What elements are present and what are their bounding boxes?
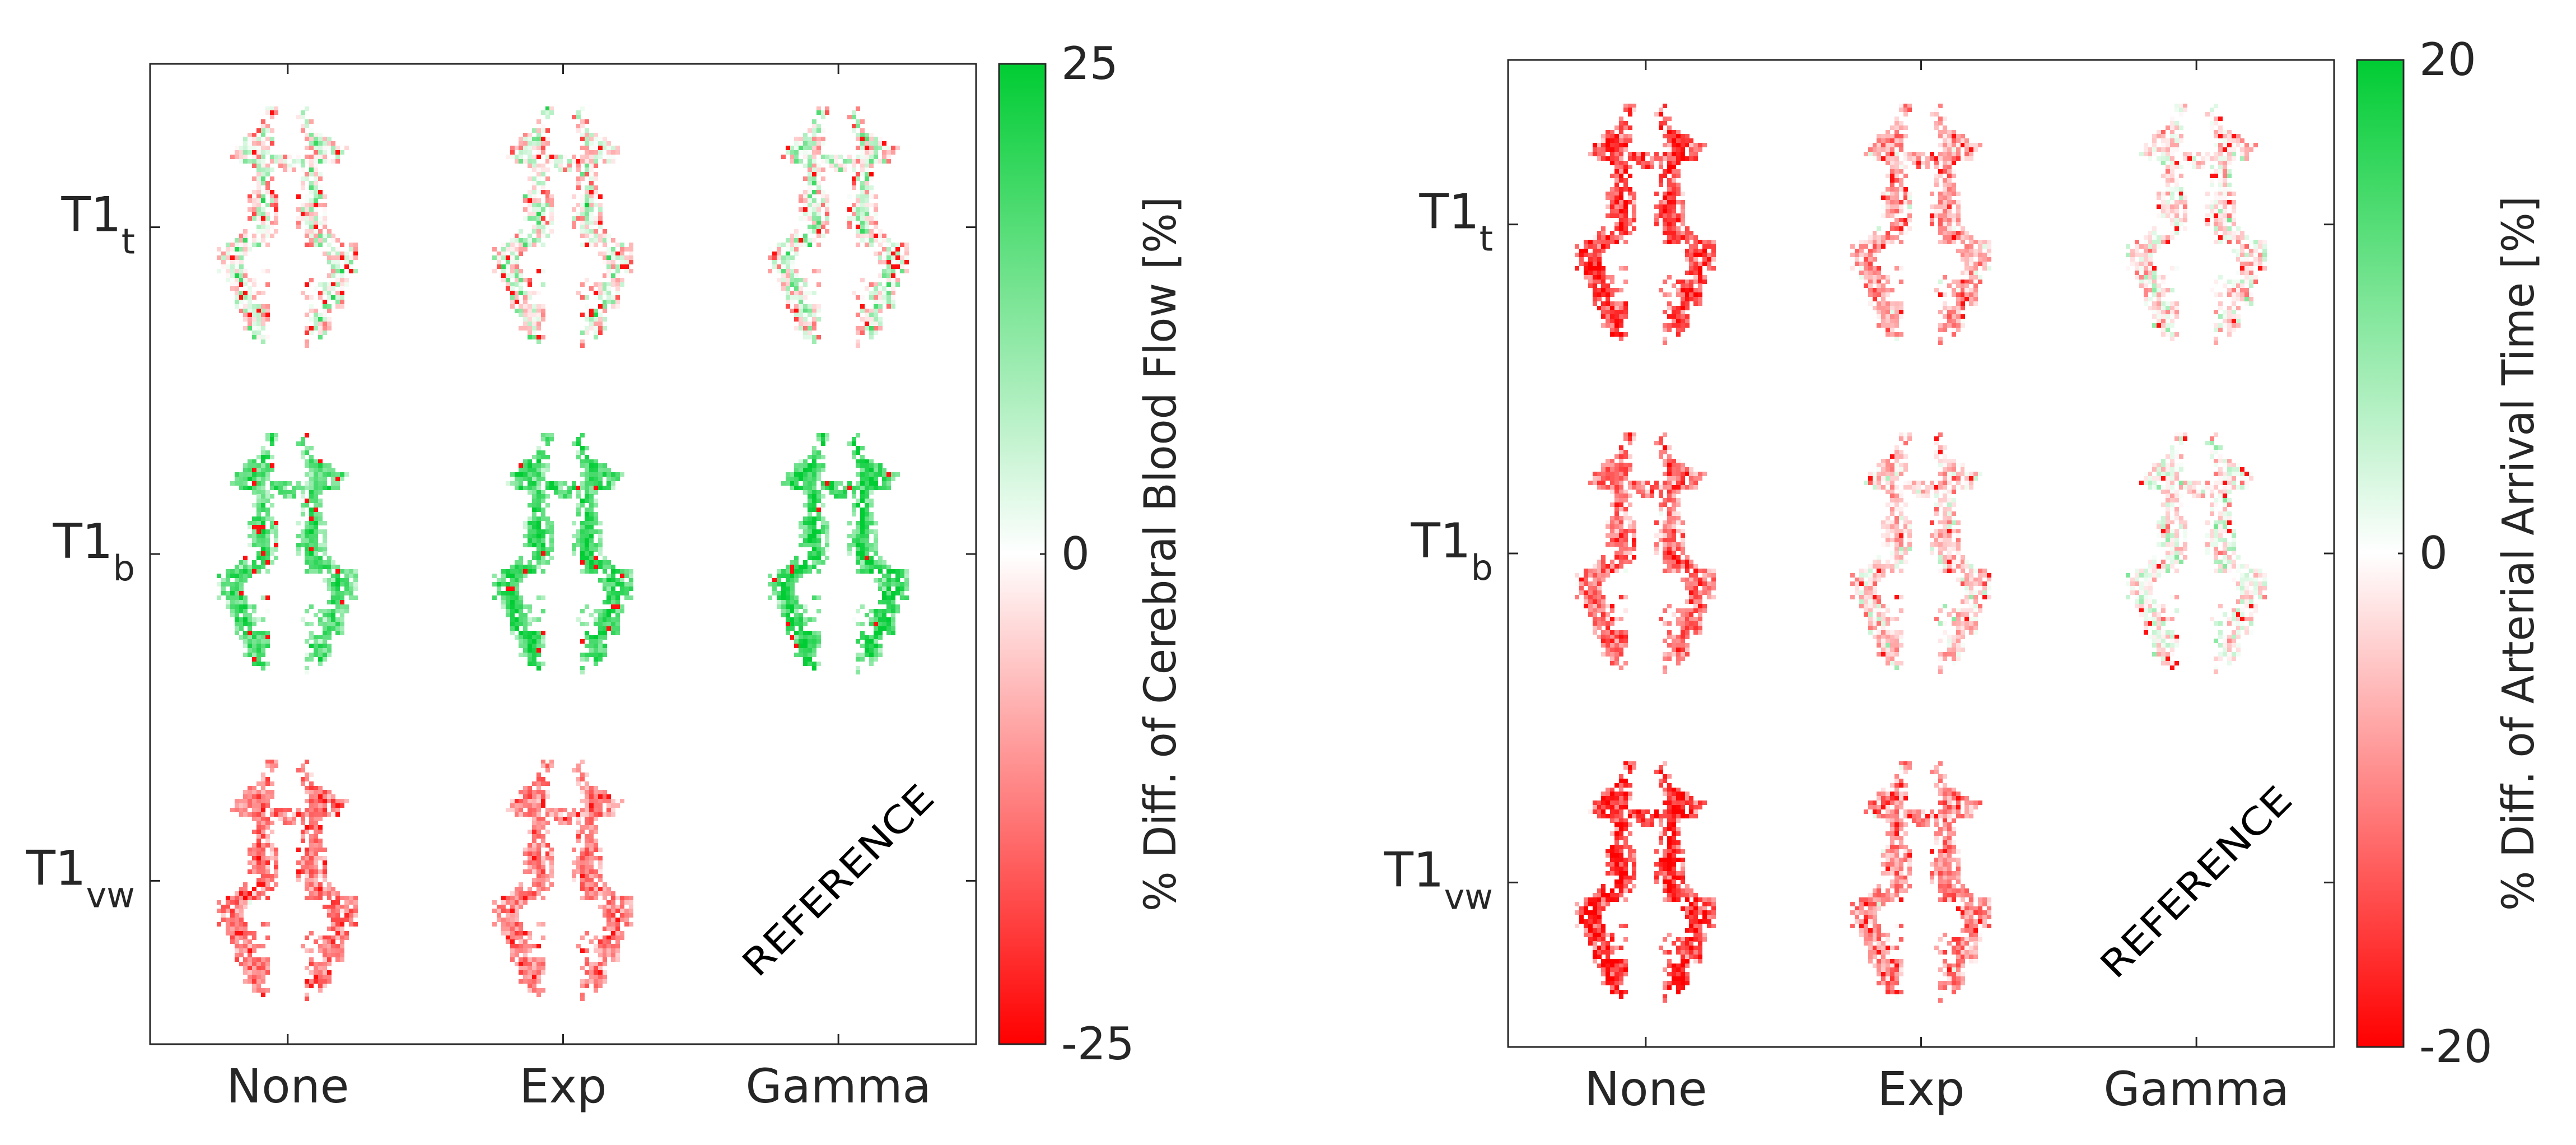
y-label-subscript: b: [113, 548, 135, 589]
colorbar-label: % Diff. of Cerebral Blood Flow [%]: [1136, 197, 1186, 911]
x-tick-label: Exp: [1877, 1062, 1964, 1116]
brain-map-aat-t1vw-none: [1571, 761, 1720, 1003]
y-label-main: T1: [60, 187, 121, 243]
y-label-main: T1: [1410, 513, 1471, 569]
y-label-subscript: vw: [1444, 876, 1493, 917]
y-label-subscript: vw: [86, 874, 135, 915]
brain-map-cbf-t1t-none: [213, 106, 362, 348]
x-tick-label: None: [1584, 1062, 1707, 1116]
colorbar-tick-label: -25: [1061, 1018, 1135, 1070]
y-label-main: T1: [25, 840, 86, 896]
brain-map-cbf-t1b-exp: [488, 433, 638, 675]
colorbar-tick-label: 25: [1061, 38, 1118, 90]
y-label-main: T1: [52, 514, 113, 570]
x-tick-label: Gamma: [2103, 1062, 2289, 1116]
y-tick-label: T1vw: [25, 840, 135, 915]
y-label-subscript: b: [1471, 547, 1493, 588]
colorbar-label: % Diff. of Arterial Arrival Time [%]: [2494, 196, 2544, 911]
brain-map-aat-t1t-gamma: [2122, 104, 2271, 346]
brain-map-aat-t1b-none: [1571, 432, 1720, 674]
brain-map-aat-t1b-gamma: [2122, 432, 2271, 674]
x-tick-label: None: [226, 1059, 349, 1114]
y-tick-label: T1b: [1410, 513, 1493, 588]
brain-map-aat-t1t-none: [1571, 104, 1720, 346]
y-label-subscript: t: [1480, 218, 1493, 259]
y-tick-label: T1vw: [1383, 842, 1493, 917]
brain-map-aat-t1t-exp: [1846, 104, 1996, 346]
brain-map-cbf-t1vw-exp: [488, 760, 638, 1002]
colorbar-tick-label: 20: [2419, 34, 2476, 86]
x-tick-label: Exp: [519, 1059, 606, 1114]
brain-map-cbf-t1b-gamma: [764, 433, 913, 675]
colorbar: [998, 63, 1047, 1045]
brain-map-cbf-t1vw-none: [213, 760, 362, 1002]
brain-map-cbf-t1t-gamma: [764, 106, 913, 348]
colorbar: [2356, 59, 2405, 1048]
y-tick-label: T1t: [60, 187, 135, 262]
brain-map-cbf-t1b-none: [213, 433, 362, 675]
y-tick-label: T1b: [52, 514, 135, 589]
colorbar-tick-label: 0: [1061, 528, 1090, 580]
colorbar-tick-label: -20: [2419, 1021, 2493, 1073]
y-label-subscript: t: [122, 221, 135, 262]
brain-map-cbf-t1t-exp: [488, 106, 638, 348]
x-tick-label: Gamma: [745, 1059, 931, 1114]
y-tick-label: T1t: [1418, 184, 1493, 259]
brain-map-aat-t1b-exp: [1846, 432, 1996, 674]
y-label-main: T1: [1383, 842, 1444, 898]
brain-map-aat-t1vw-exp: [1846, 761, 1996, 1003]
y-label-main: T1: [1418, 184, 1479, 240]
colorbar-tick-label: 0: [2419, 527, 2448, 579]
